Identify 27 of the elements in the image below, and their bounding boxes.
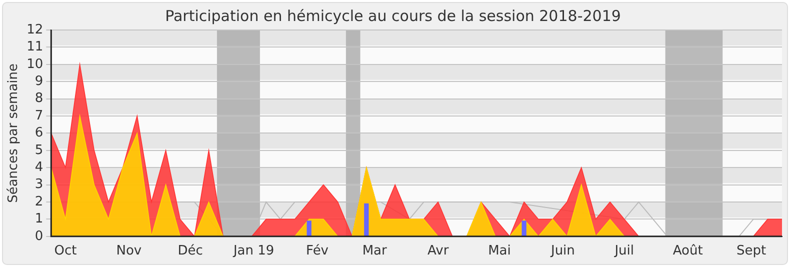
y-tick-label: 1: [34, 212, 44, 227]
y-axis-title: Séances par semaine: [6, 63, 22, 203]
y-tick-label: 12: [26, 22, 44, 38]
x-tick-label: Mar: [362, 244, 388, 259]
y-tick-label: 7: [34, 108, 44, 124]
y-tick-label: 10: [26, 56, 44, 72]
y-tick-label: 2: [34, 194, 44, 210]
y-tick-label: 3: [34, 177, 44, 192]
x-tick-label: Avr: [427, 244, 450, 259]
y-tick-label: 5: [34, 142, 44, 158]
y-tick-label: 9: [34, 74, 44, 89]
y-tick-label: 11: [26, 40, 44, 55]
x-tick-label: Oct: [54, 244, 77, 259]
x-tick-label: Mai: [488, 244, 511, 259]
x-tick-label: Juil: [614, 244, 634, 259]
x-tick-label: Jan 19: [232, 244, 274, 259]
y-tick-label: 4: [34, 160, 44, 175]
x-tick-label: Sept: [736, 244, 766, 259]
y-tick-label: 0: [34, 228, 44, 244]
x-tick-label: Nov: [116, 244, 142, 259]
chart-title: Participation en hémicycle au cours de la session 2018-2019: [165, 6, 621, 25]
y-tick-label: 6: [34, 126, 44, 141]
x-tick-label: Déc: [178, 244, 203, 259]
x-tick-label: Juin: [550, 244, 575, 259]
y-tick-label: 8: [34, 91, 44, 106]
x-tick-label: Fév: [306, 244, 329, 259]
x-tick-label: Août: [672, 244, 703, 259]
